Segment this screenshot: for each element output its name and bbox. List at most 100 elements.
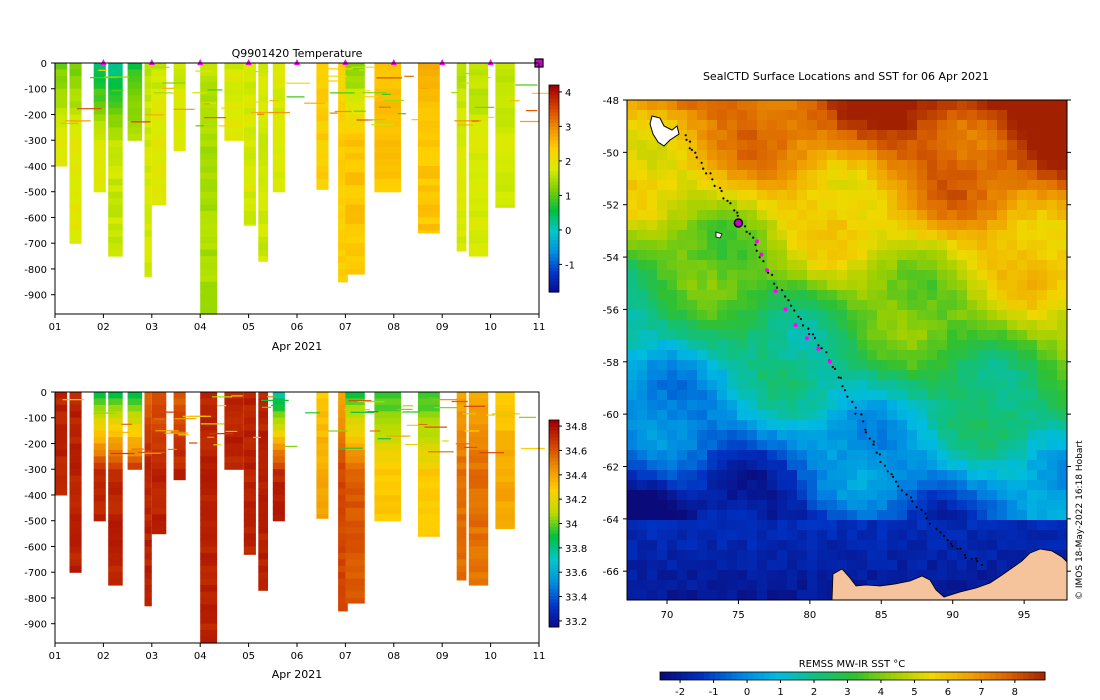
profile-cell [316,501,329,509]
track-dot [790,304,793,307]
profile-cell [108,488,123,496]
sst-cell [897,380,908,391]
sst-cell [837,430,848,441]
sst-cell [837,330,848,341]
sst-cell [1057,500,1067,511]
sst-cell [627,330,638,341]
sst-cell [1007,180,1018,191]
profile-cell [468,243,489,251]
profile-cell [456,75,467,83]
sst-cell [867,200,878,211]
sst-cell [947,320,958,331]
profile-cell [316,398,329,406]
sst-cell [937,230,948,241]
profile-cell [258,133,268,141]
sst-cell [687,280,698,291]
sst-cell [927,480,938,491]
colorbar-segment [549,616,559,621]
sst-cell [887,260,898,271]
sst-cell [947,570,958,581]
sst-cell [977,250,988,261]
profile-cell [200,159,218,167]
profile-cell [108,398,123,406]
sst-cell [987,450,998,461]
profile-cell [345,552,365,560]
profile-cell [338,540,348,547]
profile-cell [55,114,68,122]
sst-cell [787,120,798,131]
sst-cell [747,260,758,271]
profile-cell [55,430,68,438]
sst-cell [1007,470,1018,481]
profile-cell [200,443,218,451]
sst-cell [837,200,848,211]
profile-cell [418,146,440,154]
y-tick-label: -800 [24,594,47,605]
sst-cell [877,230,888,241]
colorbar-segment [549,133,559,138]
sst-cell [897,410,908,421]
sst-cell [967,170,978,181]
sst-cell [797,230,808,241]
profile-cell [55,437,68,445]
profile-cell [272,101,285,109]
sst-cell [1007,340,1018,351]
track-dot [833,367,837,370]
sst-cell [797,140,808,151]
sst-cell [977,520,988,531]
sst-cell [817,300,828,311]
sst-cell [687,120,698,131]
profile-cell [200,462,218,470]
sst-cell [937,290,948,301]
sst-cell [767,540,778,551]
profile-cell [69,449,82,457]
profile-cell [144,95,152,103]
profile-cell [316,475,329,483]
sst-cell [727,210,738,221]
sst-cell [707,180,718,191]
sst-cell [647,250,658,261]
profile-cell [243,443,256,451]
track-dot [733,209,736,212]
seal-track [684,134,984,567]
sst-cell [1047,500,1058,511]
sst-cell [987,370,998,381]
sst-colorbar-segment [671,672,677,680]
profile-cell [93,172,106,180]
sst-cell [677,470,688,481]
sst-cell [887,120,898,131]
sst-cell [877,400,888,411]
sst-cell [687,270,698,281]
sst-cell [747,100,758,111]
sst-cell [667,360,678,371]
sst-cell [697,260,708,271]
sst-cell [797,400,808,411]
sst-cell [937,160,948,171]
sst-cell [1027,270,1038,281]
sst-cell [627,380,638,391]
profile-cell [144,120,152,128]
sst-cell [817,580,828,591]
sst-cell [667,500,678,511]
sst-cell [727,500,738,511]
sst-cell [947,230,958,241]
profile-cell [272,82,285,90]
sst-cell [997,320,1008,331]
sst-cell [887,520,898,531]
sst-colorbar-segment [907,672,914,680]
profile-cell [127,82,143,90]
sst-cell [907,540,918,551]
colorbar-segment [549,226,559,231]
sst-cell [867,100,878,111]
track-dot [854,406,857,409]
sst-cell [1037,250,1048,261]
sst-cell [707,520,718,531]
sst-cell [807,140,818,151]
sst-cell [1057,460,1067,471]
sst-cell [887,470,898,481]
sst-cell [717,540,728,551]
sst-cell [997,480,1008,491]
profile-cell [144,63,152,70]
y-tick-label: -500 [24,517,47,528]
sst-cell [657,240,668,251]
